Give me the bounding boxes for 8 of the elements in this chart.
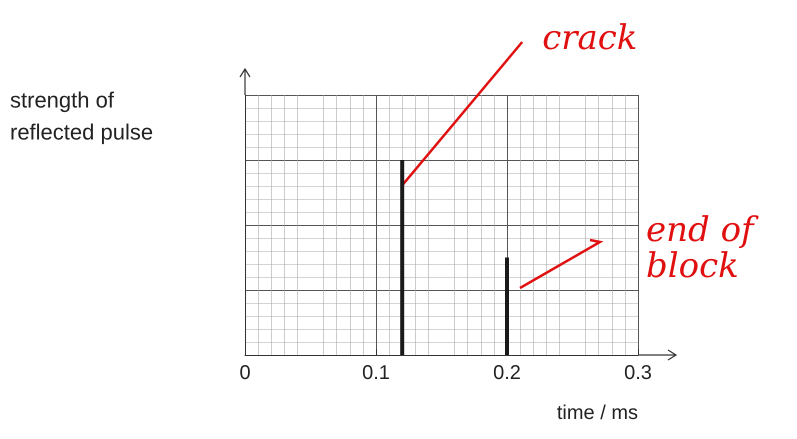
y-axis-title: strength of reflected pulse [10,88,154,144]
x-tick-label: 0.2 [493,362,521,384]
annotation: crack [542,18,638,58]
x-tick-label: 0.1 [362,362,390,384]
x-axis-title: time / ms [556,402,638,424]
x-tick-label: 0.3 [624,362,652,384]
x-tick-label: 0 [239,362,251,384]
text: end of block [646,210,760,286]
